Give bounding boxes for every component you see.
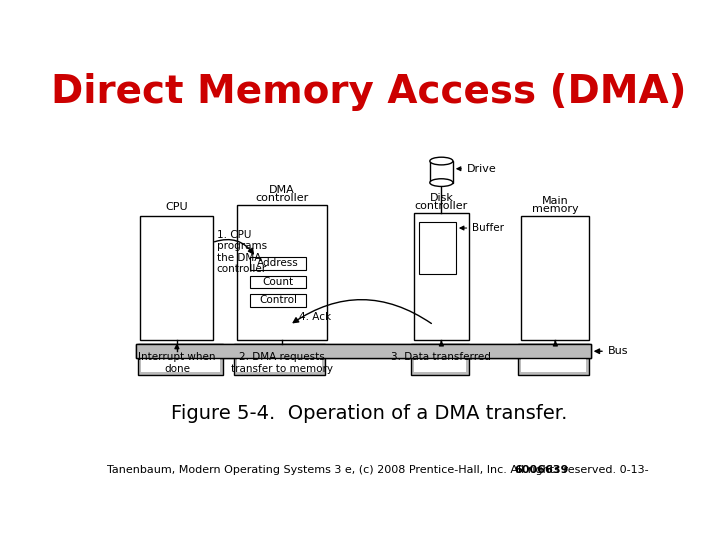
Text: CPU: CPU [166, 202, 188, 212]
Bar [251, 257, 306, 269]
Bar [430, 161, 453, 183]
Bar [518, 345, 589, 375]
Bar [237, 205, 328, 340]
Bar [137, 345, 590, 358]
Bar [238, 347, 322, 372]
Bar [251, 294, 306, 307]
Text: Tanenbaum, Modern Operating Systems 3 e, (c) 2008 Prentice-Hall, Inc. All rights: Tanenbaum, Modern Operating Systems 3 e,… [107, 465, 649, 475]
Ellipse shape [430, 179, 453, 186]
Text: 6006639: 6006639 [514, 465, 568, 475]
Bar [138, 345, 222, 375]
Ellipse shape [430, 157, 453, 165]
Bar [251, 276, 306, 288]
Text: Interrupt when
done: Interrupt when done [138, 352, 215, 374]
Text: controller: controller [415, 201, 468, 211]
Text: controller: controller [256, 193, 309, 204]
Text: Drive: Drive [457, 164, 497, 174]
Text: Address: Address [257, 259, 299, 268]
Text: 1. CPU
programs
the DMA
controller: 1. CPU programs the DMA controller [217, 230, 266, 274]
Bar [234, 345, 325, 375]
Text: 3. Data transferred: 3. Data transferred [392, 352, 491, 362]
Text: Buffer: Buffer [460, 223, 504, 233]
Bar [521, 347, 586, 372]
Text: Main: Main [542, 195, 569, 206]
Text: 4. Ack: 4. Ack [299, 312, 331, 322]
Text: DMA: DMA [269, 185, 295, 195]
Text: Direct Memory Access (DMA): Direct Memory Access (DMA) [51, 73, 687, 111]
Text: Bus: Bus [595, 346, 628, 356]
Bar [141, 347, 220, 372]
Text: Control: Control [259, 295, 297, 306]
Bar [414, 213, 469, 340]
Bar [415, 347, 466, 372]
Bar [140, 215, 213, 340]
Text: Figure 5-4.  Operation of a DMA transfer.: Figure 5-4. Operation of a DMA transfer. [171, 404, 567, 423]
Text: memory: memory [532, 204, 579, 214]
Bar [137, 345, 590, 358]
Text: Disk: Disk [429, 193, 454, 202]
Text: 2. DMA requests
transfer to memory: 2. DMA requests transfer to memory [231, 352, 333, 374]
Bar [521, 215, 589, 340]
Bar [411, 345, 469, 375]
Bar [419, 222, 456, 274]
Text: Count: Count [263, 277, 294, 287]
